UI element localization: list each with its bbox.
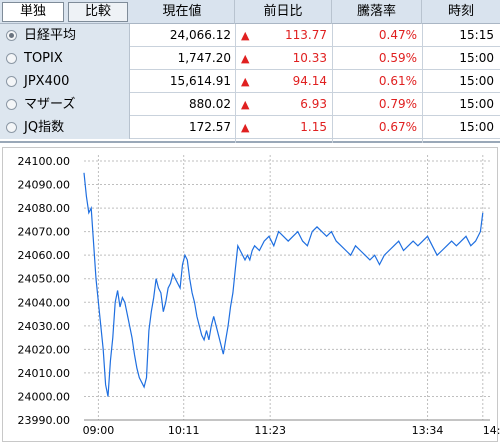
single-toggle-button[interactable]: 単独 [2,2,64,22]
up-arrow-icon: ▲ [241,52,250,65]
y-tick-label: 24080.00 [18,202,71,215]
radio-icon[interactable] [6,53,17,64]
chart-frame [2,147,498,442]
price-value: 15,614.91 [169,74,231,88]
price-value: 1,747.20 [177,51,231,65]
up-arrow-icon: ▲ [241,121,250,134]
price-value: 24,066.12 [169,28,231,42]
change-value: 113.77 [285,28,327,42]
radio-icon[interactable] [6,99,17,110]
index-name: マザーズ [24,97,76,112]
change-value: 10.33 [292,51,327,65]
col-header-price: 現在値 [130,0,235,24]
y-tick-label: 24090.00 [18,179,71,192]
row-name-cell: マザーズ [0,93,130,116]
x-tick-label: 09:00 [83,424,115,437]
index-name: JQ指数 [24,120,65,135]
y-tick-label: 24060.00 [18,249,71,262]
y-tick-label: 24030.00 [18,320,71,333]
table-row-jq[interactable]: JQ指数 172.57 ▲ 1.15 0.67% 15:00 [0,116,500,139]
pct-value: 0.59% [378,51,417,65]
x-tick-label: 10:11 [168,424,200,437]
x-tick-label: 14: [483,424,500,437]
radio-icon[interactable] [6,76,17,87]
col-divider [235,24,236,143]
time-value: 15:00 [459,51,494,65]
y-tick-label: 24040.00 [18,296,71,309]
index-name: JPX400 [24,74,70,89]
index-name: TOPIX [24,51,63,66]
pct-value: 0.67% [378,120,417,134]
y-tick-label: 24010.00 [18,367,71,380]
row-name-cell: 日経平均 [0,24,130,47]
col-header-change: 前日比 [235,0,332,24]
col-header-pct: 騰落率 [332,0,422,24]
pct-value: 0.47% [378,28,417,42]
x-tick-label: 11:23 [254,424,286,437]
table-row-nikkei[interactable]: 日経平均 24,066.12 ▲ 113.77 0.47% 15:15 [0,24,500,47]
table-row-topix[interactable]: TOPIX 1,747.20 ▲ 10.33 0.59% 15:00 [0,47,500,70]
y-tick-label: 24050.00 [18,273,71,286]
y-tick-label: 23990.00 [18,414,71,427]
table-header: 単独 比較 現在値 前日比 騰落率 時刻 [0,0,500,24]
row-name-cell: JQ指数 [0,116,130,139]
time-value: 15:15 [459,28,494,42]
up-arrow-icon: ▲ [241,29,250,42]
nikkei-series-line [83,172,484,397]
y-tick-label: 24000.00 [18,390,71,403]
radio-icon[interactable] [6,122,17,133]
radio-selected-icon[interactable] [6,30,17,41]
time-value: 15:00 [459,97,494,111]
x-tick-label: 13:34 [412,424,444,437]
y-tick-label: 24070.00 [18,226,71,239]
index-name: 日経平均 [24,28,77,43]
intraday-chart: 24100.00 24090.00 24080.00 24070.00 24060.00… [0,145,500,444]
price-value: 172.57 [189,120,231,134]
up-arrow-icon: ▲ [241,98,250,111]
row-name-cell: JPX400 [0,70,130,93]
change-value: 94.14 [292,74,327,88]
row-name-cell: TOPIX [0,47,130,70]
time-value: 15:00 [459,120,494,134]
chart-svg: 24100.00 24090.00 24080.00 24070.00 24060.00… [18,155,500,437]
col-divider [422,24,423,143]
up-arrow-icon: ▲ [241,75,250,88]
time-value: 15:00 [459,74,494,88]
col-divider [332,24,333,143]
pct-value: 0.79% [378,97,417,111]
table-row-jpx400[interactable]: JPX400 15,614.91 ▲ 94.14 0.61% 15:00 [0,70,500,93]
change-value: 6.93 [300,97,327,111]
index-table: 単独 比較 現在値 前日比 騰落率 時刻 日経平均 24,066.12 ▲ 11… [0,0,500,143]
pct-value: 0.61% [378,74,417,88]
table-row-mothers[interactable]: マザーズ 880.02 ▲ 6.93 0.79% 15:00 [0,93,500,116]
price-value: 880.02 [189,97,231,111]
col-header-time: 時刻 [447,4,474,19]
change-value: 1.15 [300,120,327,134]
compare-toggle-button[interactable]: 比較 [68,2,128,22]
y-tick-label: 24100.00 [18,155,71,168]
y-tick-label: 24020.00 [18,343,71,356]
